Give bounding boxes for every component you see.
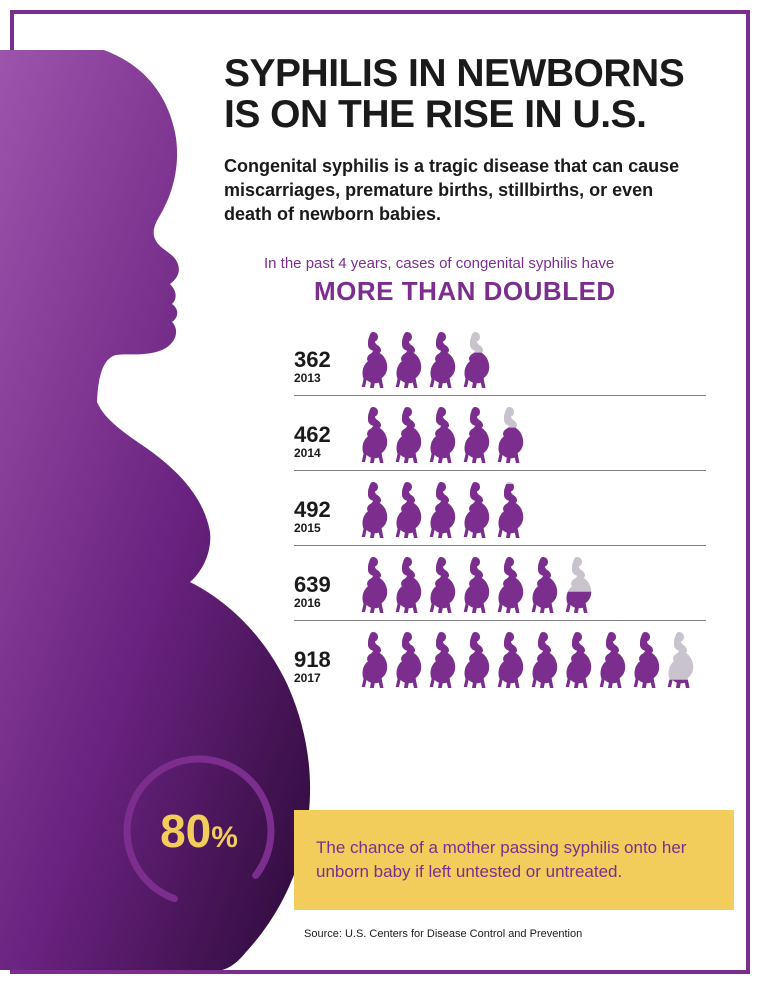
row-year: 2016 xyxy=(294,596,350,610)
row-icons xyxy=(358,629,696,691)
pictogram-row: 918 2017 xyxy=(294,621,706,695)
row-label: 918 2017 xyxy=(294,649,350,691)
row-year: 2013 xyxy=(294,371,350,385)
source-text: Source: U.S. Centers for Disease Control… xyxy=(304,928,582,940)
emphasis-text: MORE THAN DOUBLED xyxy=(314,276,706,307)
pictogram-row: 462 2014 xyxy=(294,396,706,471)
row-year: 2014 xyxy=(294,446,350,460)
lead-text: In the past 4 years, cases of congenital… xyxy=(264,255,706,272)
callout-text: The chance of a mother passing syphilis … xyxy=(316,836,712,884)
row-label: 492 2015 xyxy=(294,499,350,541)
row-value: 362 xyxy=(294,349,350,371)
row-icons xyxy=(358,329,492,391)
row-icons xyxy=(358,404,526,466)
row-icons xyxy=(358,479,526,541)
content-area: SYPHILIS IN NEWBORNS IS ON THE RISE IN U… xyxy=(224,54,706,695)
row-label: 362 2013 xyxy=(294,349,350,391)
page-title: SYPHILIS IN NEWBORNS IS ON THE RISE IN U… xyxy=(224,54,706,136)
row-icons xyxy=(358,554,594,616)
row-value: 462 xyxy=(294,424,350,446)
pictogram-row: 362 2013 xyxy=(294,321,706,396)
pictogram-row: 492 2015 xyxy=(294,471,706,546)
pictogram-rows: 362 2013 462 2014 492 2015 639 2016 xyxy=(294,321,706,695)
row-value: 639 xyxy=(294,574,350,596)
row-year: 2015 xyxy=(294,521,350,535)
row-year: 2017 xyxy=(294,671,350,685)
pictogram-row: 639 2016 xyxy=(294,546,706,621)
row-label: 462 2014 xyxy=(294,424,350,466)
row-label: 639 2016 xyxy=(294,574,350,616)
row-value: 918 xyxy=(294,649,350,671)
callout-box: The chance of a mother passing syphilis … xyxy=(294,810,734,910)
row-value: 492 xyxy=(294,499,350,521)
ring-icon xyxy=(114,746,284,916)
subtitle-text: Congenital syphilis is a tragic disease … xyxy=(224,154,706,227)
infographic-frame: SYPHILIS IN NEWBORNS IS ON THE RISE IN U… xyxy=(10,10,750,974)
percent-ring: 80% xyxy=(114,746,284,916)
